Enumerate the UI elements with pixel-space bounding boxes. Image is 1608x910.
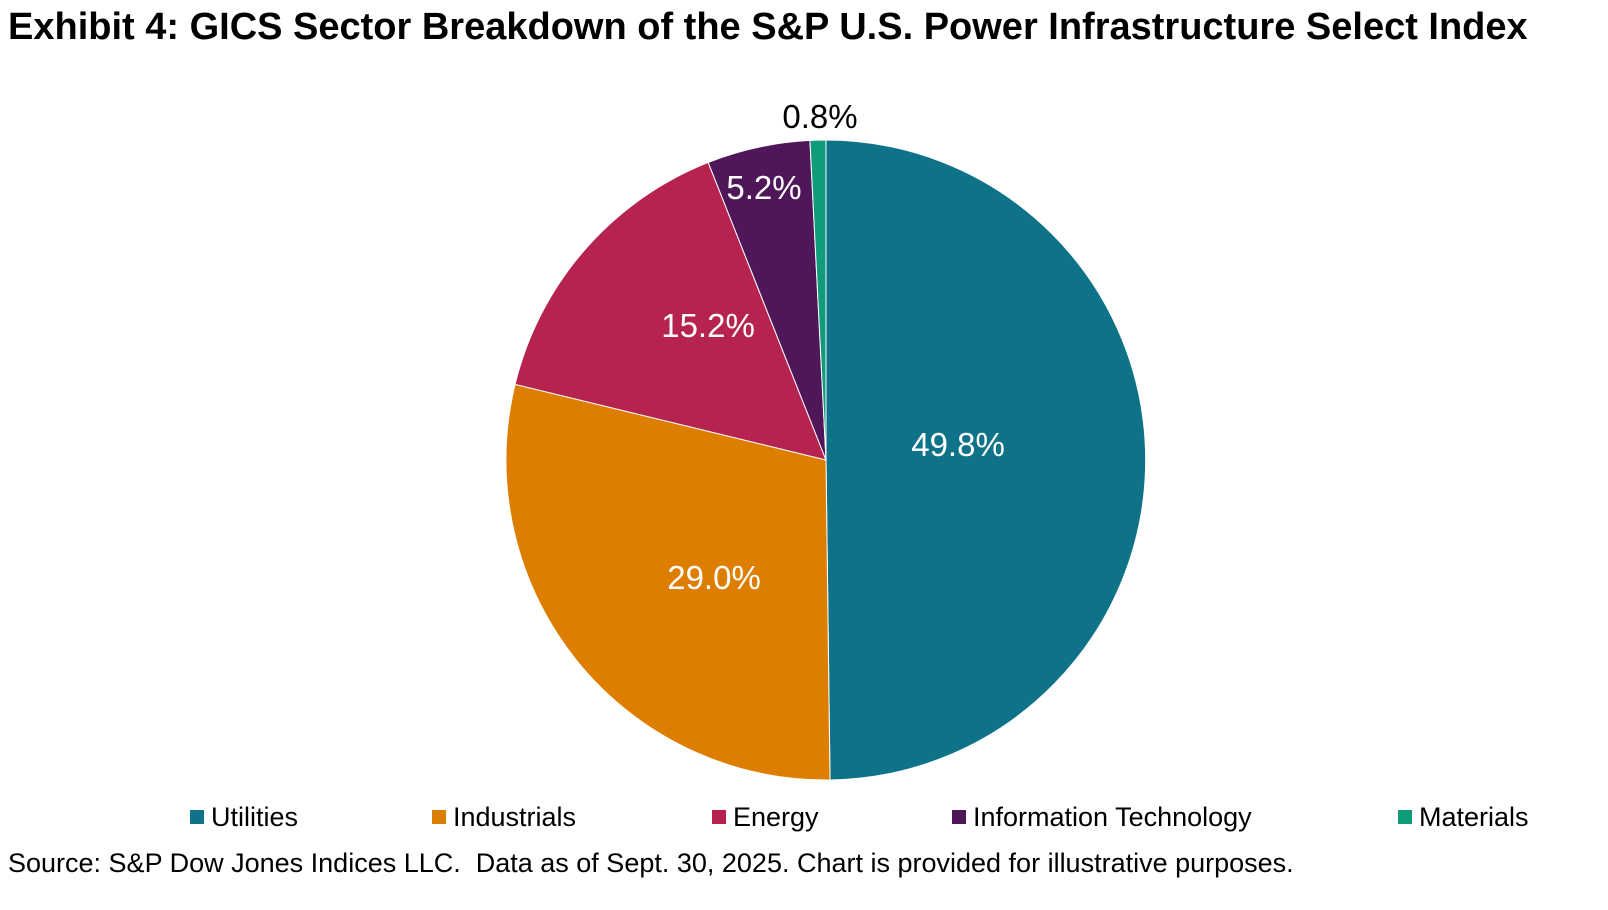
legend-label: Information Technology	[973, 801, 1252, 832]
legend-label: Materials	[1419, 801, 1529, 832]
legend-label: Energy	[733, 801, 819, 832]
source-note: Source: S&P Dow Jones Indices LLC. Data …	[8, 848, 1294, 878]
legend-swatch-energy	[712, 810, 726, 824]
chart-title: Exhibit 4: GICS Sector Breakdown of the …	[8, 6, 1528, 48]
legend-swatch-industrials	[432, 810, 446, 824]
slice-label-materials: 0.8%	[782, 98, 858, 135]
pie-slice-energy	[514, 161, 827, 461]
legend-swatch-utilities	[190, 810, 204, 824]
slice-label-utilities: 49.8%	[911, 426, 1005, 463]
slice-label-industrials: 29.0%	[667, 559, 761, 596]
slice-label-information-technology: 5.2%	[726, 169, 802, 206]
chart-legend: Utilities Industrials Energy Information Te…	[0, 802, 1608, 836]
legend-swatch-materials	[1398, 810, 1412, 824]
legend-item-information-technology: Information Technology	[952, 802, 1252, 832]
legend-swatch-information-technology	[952, 810, 966, 824]
legend-item-utilities: Utilities	[190, 802, 298, 832]
legend-item-materials: Materials	[1398, 802, 1529, 832]
pie-slice-utilities	[825, 139, 1147, 781]
slice-label-energy: 15.2%	[661, 307, 755, 344]
legend-item-industrials: Industrials	[432, 802, 576, 832]
legend-label: Industrials	[453, 801, 577, 832]
legend-item-energy: Energy	[712, 802, 819, 832]
pie-slice-materials	[809, 139, 827, 461]
legend-label: Utilities	[211, 801, 299, 832]
pie-slice-industrials	[505, 383, 831, 781]
